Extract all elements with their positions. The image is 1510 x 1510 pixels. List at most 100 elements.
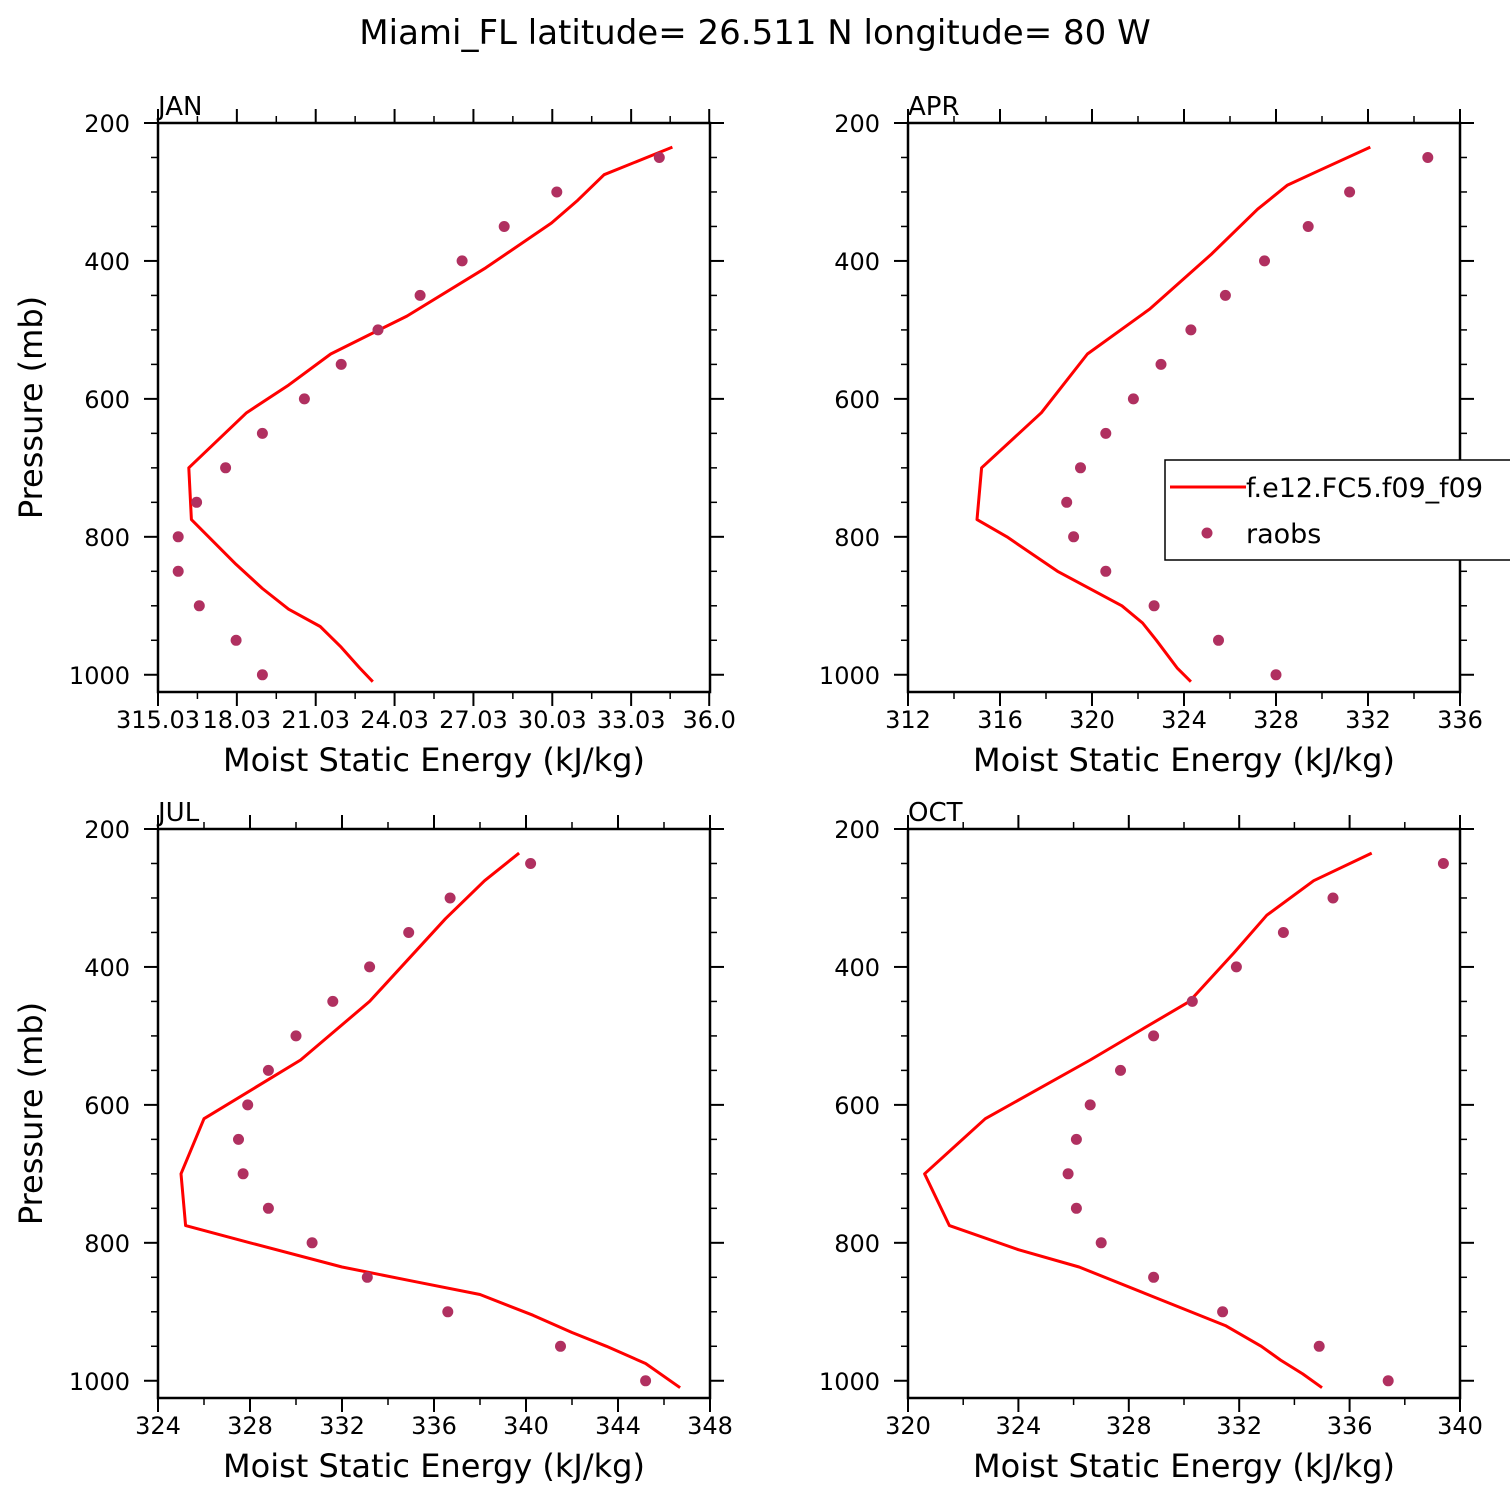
- y-tick-label-apr: 200: [834, 110, 880, 138]
- y-tick-label-jul: 1000: [69, 1368, 130, 1396]
- y-tick-label-jul: 600: [84, 1092, 130, 1120]
- raobs-point-jul: [290, 1030, 302, 1042]
- y-tick-label-jan: 800: [84, 524, 130, 552]
- x-axis-title-oct: Moist Static Energy (kJ/kg): [973, 1447, 1395, 1485]
- x-tick-label-jan: 18.03: [202, 706, 271, 734]
- raobs-point-jan: [172, 531, 184, 543]
- x-axis-title-apr: Moist Static Energy (kJ/kg): [973, 741, 1395, 779]
- raobs-point-jul: [233, 1133, 244, 1145]
- panel-label-apr: APR: [908, 92, 960, 122]
- raobs-point-oct: [1313, 1340, 1325, 1352]
- raobs-point-apr: [1155, 358, 1167, 370]
- raobs-point-jul: [444, 892, 456, 904]
- raobs-point-jan: [230, 634, 242, 646]
- raobs-point-apr: [1302, 221, 1314, 232]
- raobs-point-jul: [262, 1202, 274, 1214]
- raobs-point-oct: [1084, 1099, 1096, 1111]
- y-tick-label-jan: 600: [84, 386, 130, 414]
- panel-label-oct: OCT: [908, 798, 963, 828]
- y-tick-label-oct: 600: [834, 1092, 880, 1120]
- x-axis-title-jul: Moist Static Energy (kJ/kg): [223, 1447, 645, 1485]
- raobs-point-apr: [1061, 496, 1073, 508]
- x-tick-label-jul: 336: [411, 1412, 457, 1440]
- panels: JAN 315.03 18.03 21.03 24.03 27.03 30.03 33.03 3…: [12, 92, 1483, 1485]
- panel-jan: JAN 315.03 18.03 21.03 24.03 27.03 30.03 33.03 3…: [12, 92, 736, 779]
- x-tick-label-jul: 340: [503, 1412, 549, 1440]
- y-tick-label-oct: 200: [834, 816, 880, 844]
- figure-title: Miami_FL latitude= 26.511 N longitude= 8…: [359, 13, 1150, 53]
- y-tick-label-jul: 800: [84, 1230, 130, 1258]
- x-tick-label-jan: 33.03: [597, 706, 666, 734]
- x-tick-label-apr: 336: [1437, 706, 1483, 734]
- y-tick-label-jul: 200: [84, 816, 130, 844]
- raobs-point-jul: [237, 1168, 249, 1180]
- legend-frame: [1164, 459, 1510, 561]
- raobs-point-apr: [1127, 393, 1139, 405]
- raobs-point-jan: [456, 255, 468, 267]
- raobs-point-oct: [1217, 1306, 1229, 1318]
- x-tick-label-apr: 316: [977, 706, 1023, 734]
- plot-frame-oct: [906, 827, 1462, 1400]
- x-axis-title-jan: Moist Static Energy (kJ/kg): [223, 741, 645, 779]
- x-tick-label-apr: 320: [1069, 706, 1115, 734]
- x-tick-label-apr: 312: [885, 706, 931, 734]
- raobs-point-apr: [1148, 600, 1160, 612]
- x-tick-label-apr: 332: [1345, 706, 1391, 734]
- raobs-point-jul: [361, 1271, 373, 1283]
- legend-obs-label: raobs: [1246, 519, 1321, 550]
- raobs-point-oct: [1148, 1271, 1160, 1283]
- raobs-point-jan: [191, 496, 203, 508]
- raobs-point-oct: [1095, 1237, 1107, 1249]
- raobs-point-apr: [1344, 186, 1356, 198]
- panel-jul: JUL 324 328 332 336 340 344 348 200 400 600 800 1000…: [12, 798, 733, 1485]
- y-axis-title-jan: Pressure (mb): [12, 296, 50, 519]
- raobs-point-jul: [555, 1340, 566, 1352]
- raobs-point-jan: [220, 462, 232, 474]
- legend-marker-sample: [1201, 527, 1213, 539]
- model-profile-line-jan: [187, 145, 673, 683]
- panel-apr: APR 312 316 320 324 328 332 336 200 400 600 800 1000…: [819, 92, 1483, 779]
- raobs-point-jan: [256, 427, 268, 439]
- x-tick-label-oct: 332: [1216, 1412, 1262, 1440]
- y-tick-label-apr: 800: [834, 524, 880, 552]
- plot-frame-jul: [156, 827, 712, 1400]
- raobs-point-oct: [1070, 1133, 1082, 1145]
- raobs-point-jan: [551, 186, 563, 198]
- y-tick-label-jul: 400: [84, 954, 130, 982]
- x-tick-label-jul: 348: [687, 1412, 733, 1440]
- panel-label-jan: JAN: [156, 92, 202, 122]
- raobs-point-jul: [403, 927, 415, 938]
- raobs-point-apr: [1068, 531, 1080, 543]
- y-axis-title-jul: Pressure (mb): [12, 1002, 50, 1225]
- x-tick-label-oct: 328: [1106, 1412, 1152, 1440]
- raobs-point-jul: [525, 858, 537, 869]
- model-profile-line-jul: [179, 851, 681, 1389]
- x-tick-label-jan: 36.0: [682, 706, 735, 734]
- y-tick-label-jan: 200: [84, 110, 130, 138]
- raobs-point-jan: [172, 565, 184, 577]
- x-tick-label-oct: 340: [1437, 1412, 1483, 1440]
- raobs-point-apr: [1075, 462, 1086, 474]
- x-tick-label-oct: 336: [1327, 1412, 1373, 1440]
- raobs-point-oct: [1327, 892, 1339, 904]
- x-tick-label-jul: 332: [319, 1412, 365, 1440]
- raobs-point-jan: [256, 669, 268, 681]
- raobs-point-jan: [372, 324, 384, 336]
- x-tick-label-apr: 324: [1161, 706, 1207, 734]
- raobs-point-oct: [1437, 858, 1449, 869]
- raobs-point-jul: [306, 1237, 318, 1249]
- raobs-point-apr: [1270, 669, 1282, 681]
- y-tick-label-apr: 600: [834, 386, 880, 414]
- raobs-point-jul: [640, 1375, 652, 1387]
- raobs-point-apr: [1422, 152, 1434, 163]
- x-tick-label-jul: 344: [595, 1412, 641, 1440]
- y-tick-label-jan: 400: [84, 248, 130, 276]
- panel-oct: OCT 320 324 328 332 336 340 200 400 600 800 1000 Moi…: [819, 798, 1483, 1485]
- model-profile-line-apr: [975, 145, 1371, 683]
- x-tick-label-jan: 21.03: [281, 706, 350, 734]
- x-tick-label-apr: 328: [1253, 706, 1299, 734]
- raobs-point-jul: [242, 1099, 254, 1111]
- legend: f.e12.FC5.f09_f09 raobs: [1164, 459, 1510, 561]
- y-tick-label-oct: 800: [834, 1230, 880, 1258]
